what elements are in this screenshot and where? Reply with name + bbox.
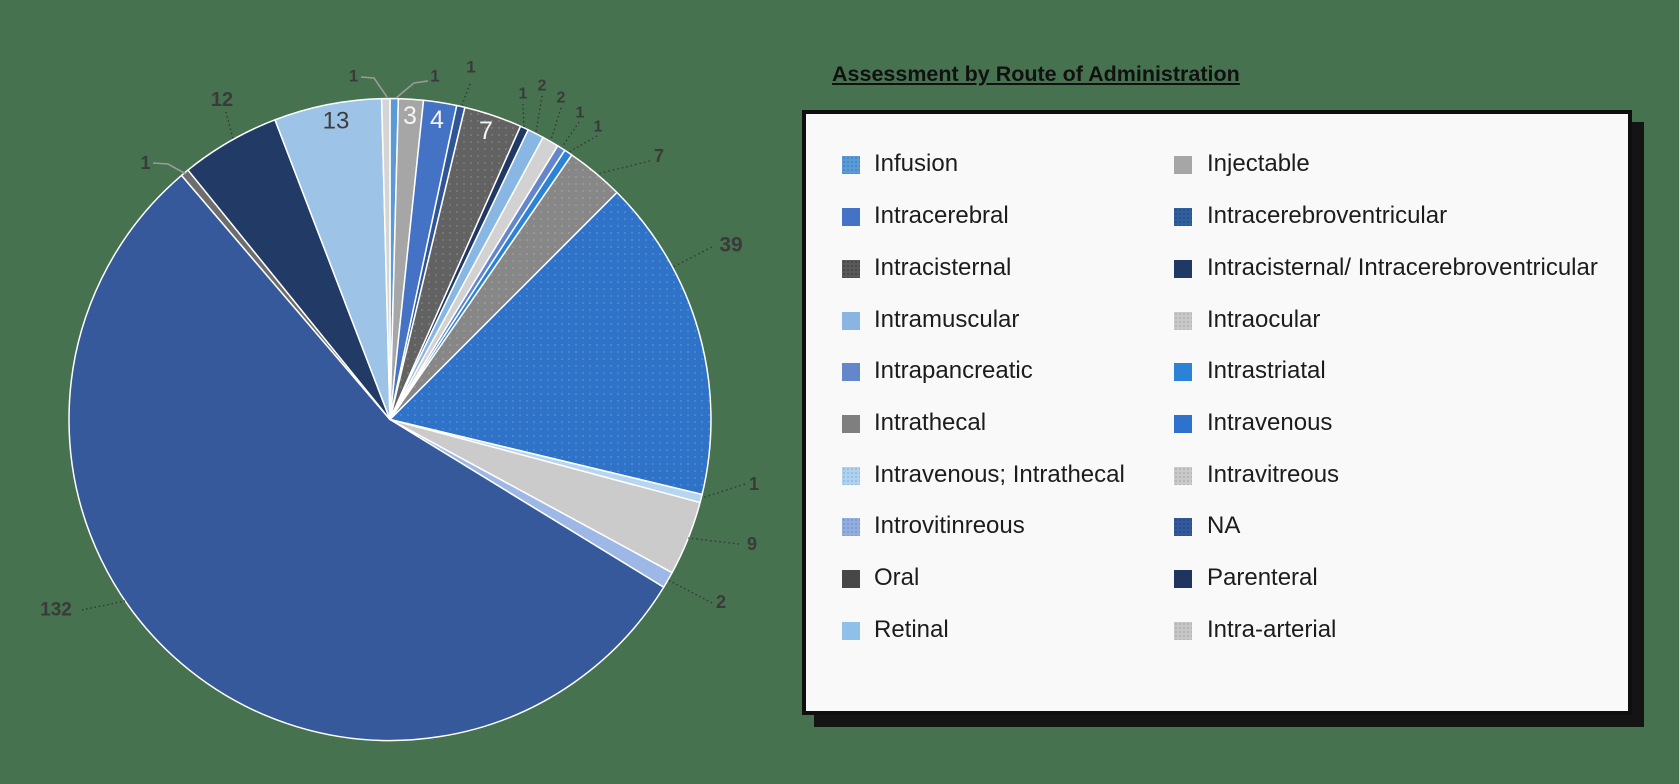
svg-text:1: 1	[466, 58, 475, 77]
svg-text:4: 4	[430, 106, 444, 134]
svg-text:7: 7	[654, 146, 664, 166]
svg-text:39: 39	[719, 234, 742, 257]
svg-text:3: 3	[403, 102, 417, 130]
svg-text:2: 2	[557, 90, 566, 107]
svg-text:13: 13	[323, 108, 350, 135]
svg-text:1: 1	[140, 153, 150, 173]
svg-text:12: 12	[211, 89, 233, 111]
svg-text:1: 1	[349, 67, 358, 86]
svg-text:1: 1	[594, 119, 603, 136]
svg-text:1: 1	[430, 67, 439, 86]
svg-text:2: 2	[716, 592, 726, 612]
svg-text:2: 2	[538, 78, 547, 95]
svg-text:1: 1	[749, 474, 759, 494]
svg-text:7: 7	[479, 117, 493, 145]
svg-text:9: 9	[747, 534, 757, 554]
svg-text:1: 1	[519, 86, 528, 103]
svg-text:132: 132	[40, 600, 72, 621]
svg-text:1: 1	[576, 105, 585, 122]
